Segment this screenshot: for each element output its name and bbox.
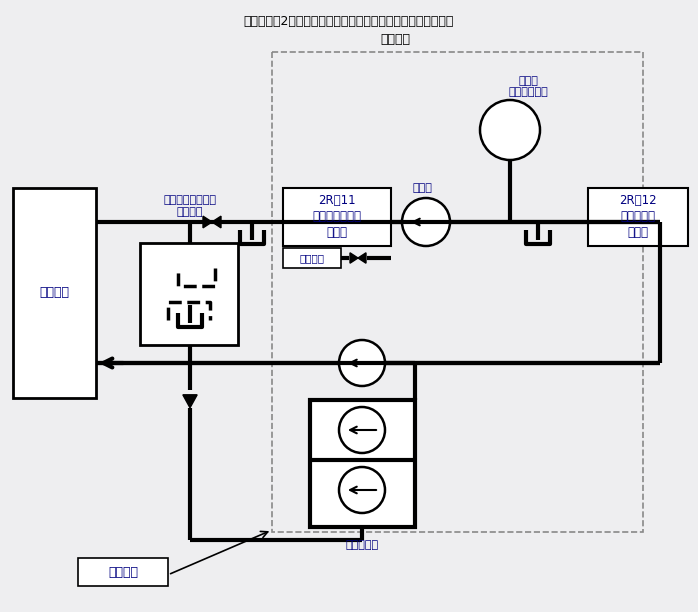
- Text: 当該箇所: 当該箇所: [108, 565, 138, 578]
- Text: 格納容器: 格納容器: [39, 286, 69, 299]
- Circle shape: [402, 198, 450, 246]
- Bar: [78, 558, 168, 586]
- Text: ヨウ素トリチウム: ヨウ素トリチウム: [163, 195, 216, 205]
- Bar: [283, 248, 341, 268]
- Text: 真空計: 真空計: [518, 76, 538, 86]
- Bar: [140, 243, 238, 345]
- Bar: [13, 188, 96, 398]
- Polygon shape: [183, 395, 197, 408]
- Bar: [588, 188, 688, 246]
- Text: 2R－11: 2R－11: [318, 193, 356, 206]
- Text: じんあいモニタ: じんあいモニタ: [313, 209, 362, 223]
- Text: 検出器: 検出器: [628, 225, 648, 239]
- Polygon shape: [212, 216, 221, 228]
- Polygon shape: [350, 253, 358, 263]
- Text: 真空ポンプ: 真空ポンプ: [346, 540, 378, 550]
- Text: サンプラ: サンプラ: [380, 33, 410, 46]
- Bar: [272, 52, 643, 532]
- Text: フィルタ: フィルタ: [299, 253, 325, 263]
- Text: 真空スイッチ: 真空スイッチ: [508, 87, 548, 97]
- Circle shape: [339, 340, 385, 386]
- Text: サンプラ: サンプラ: [177, 207, 203, 217]
- Circle shape: [480, 100, 540, 160]
- Circle shape: [339, 407, 385, 453]
- Text: 2R－12: 2R－12: [619, 193, 657, 206]
- Text: 伊方発電所2号機　格納容器じんあい・ガスモニタ概略系統図: 伊方発電所2号機 格納容器じんあい・ガスモニタ概略系統図: [244, 15, 454, 28]
- Text: 検出器: 検出器: [327, 225, 348, 239]
- Text: 流量計: 流量計: [412, 183, 432, 193]
- Circle shape: [339, 467, 385, 513]
- Text: ガスモニタ: ガスモニタ: [621, 209, 655, 223]
- Polygon shape: [203, 216, 212, 228]
- Bar: [283, 188, 391, 246]
- Bar: [310, 400, 415, 527]
- Polygon shape: [358, 253, 366, 263]
